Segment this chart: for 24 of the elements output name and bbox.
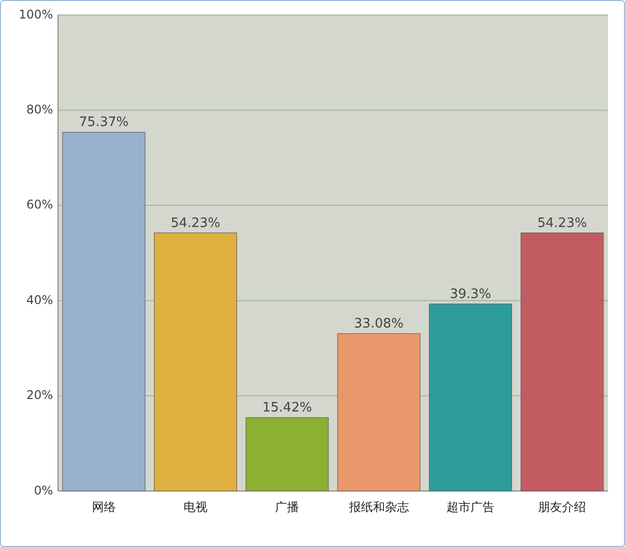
x-tick-label: 网络 [92, 500, 116, 514]
y-tick-label: 60% [26, 198, 53, 212]
data-label: 54.23% [170, 216, 220, 231]
x-tick-label: 朋友介绍 [538, 500, 586, 514]
x-tick-label: 广播 [275, 500, 300, 514]
data-label: 75.37% [79, 115, 129, 130]
x-tick-label: 报纸和杂志 [348, 500, 409, 514]
data-label: 33.08% [354, 316, 404, 332]
x-tick-label: 电视 [184, 500, 208, 514]
y-tick-label: 40% [26, 292, 53, 307]
data-label: 54.23% [537, 216, 587, 231]
bar [62, 132, 146, 492]
x-tick-label: 超市广告 [446, 500, 494, 514]
data-label: 39.3% [450, 286, 492, 302]
bar [429, 304, 512, 492]
bar [154, 232, 237, 492]
data-label: 15.42% [262, 400, 312, 416]
bar [246, 417, 329, 492]
bar [520, 232, 604, 492]
y-tick-label: 20% [26, 388, 53, 402]
bar [337, 333, 420, 492]
y-tick-label: 100% [18, 7, 53, 22]
y-tick-label: 0% [34, 483, 53, 498]
y-tick-label: 80% [26, 102, 53, 116]
